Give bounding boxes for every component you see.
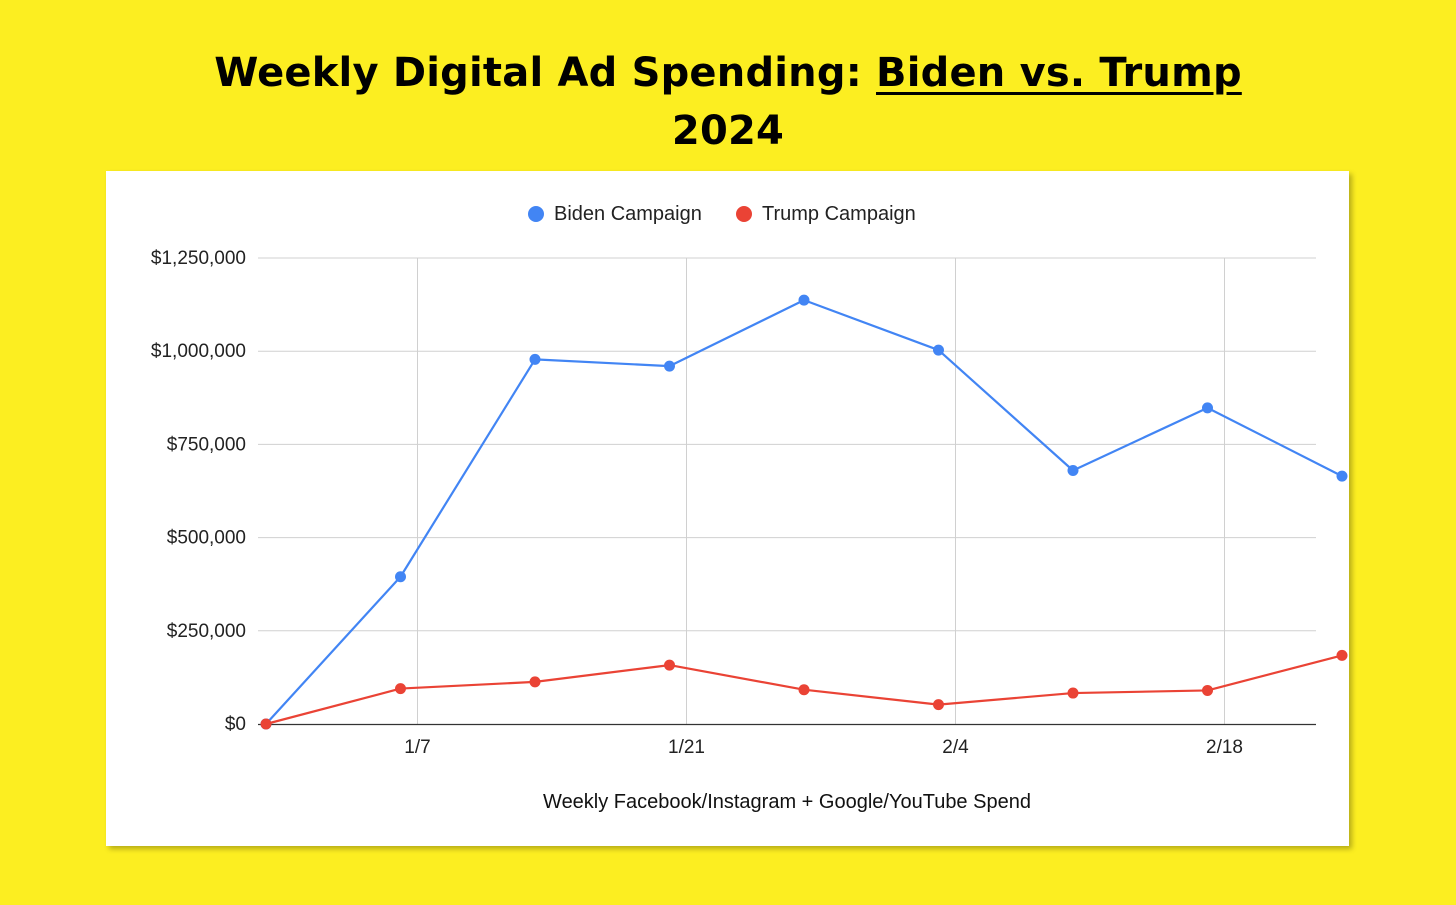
data-point	[1336, 649, 1348, 661]
y-tick-label: $500,000	[167, 528, 246, 549]
page-title: Weekly Digital Ad Spending: Biden vs. Tr…	[0, 44, 1456, 160]
data-point	[395, 683, 406, 695]
data-point	[798, 294, 810, 306]
data-point	[1067, 687, 1079, 699]
legend-label: Trump Campaign	[762, 203, 916, 225]
x-tick-label: 1/7	[404, 737, 430, 758]
series-line	[264, 299, 1344, 726]
x-tick-label: 2/18	[1206, 737, 1243, 758]
title-emphasis: Biden vs. Trump	[876, 50, 1242, 96]
legend-dot	[528, 206, 544, 222]
x-tick-label: 2/4	[942, 737, 969, 758]
chart-card: $0 $250,000 $500,000 $750,000 $1,000,000 $1,2…	[106, 171, 1349, 846]
y-tick-label: $750,000	[167, 434, 246, 455]
x-axis-label: Weekly Facebook/Instagram + Google/YouTu…	[543, 791, 1031, 813]
data-point	[798, 684, 810, 696]
y-tick-label: $250,000	[167, 621, 246, 642]
data-point	[664, 360, 675, 372]
title-year: 2024	[671, 108, 785, 154]
data-point	[395, 571, 406, 583]
data-point	[1202, 402, 1213, 414]
data-point	[1067, 464, 1079, 476]
data-point	[933, 699, 944, 711]
title-prefix: Weekly Digital Ad Spending:	[214, 50, 877, 96]
data-point	[529, 353, 541, 365]
data-point	[933, 344, 944, 356]
x-tick-label: 1/21	[668, 737, 705, 758]
y-tick-label: $1,000,000	[151, 341, 246, 362]
line-chart: $0 $250,000 $500,000 $750,000 $1,000,000 $1,2…	[151, 203, 1348, 813]
legend-dot	[736, 206, 752, 222]
y-tick-label: $1,250,000	[151, 248, 246, 269]
data-point	[1336, 470, 1348, 482]
data-point	[529, 676, 541, 688]
data-point	[1202, 684, 1213, 696]
y-tick-label: $0	[225, 714, 246, 735]
legend-label: Biden Campaign	[554, 203, 702, 225]
data-point	[664, 659, 675, 671]
data-point	[260, 718, 272, 730]
